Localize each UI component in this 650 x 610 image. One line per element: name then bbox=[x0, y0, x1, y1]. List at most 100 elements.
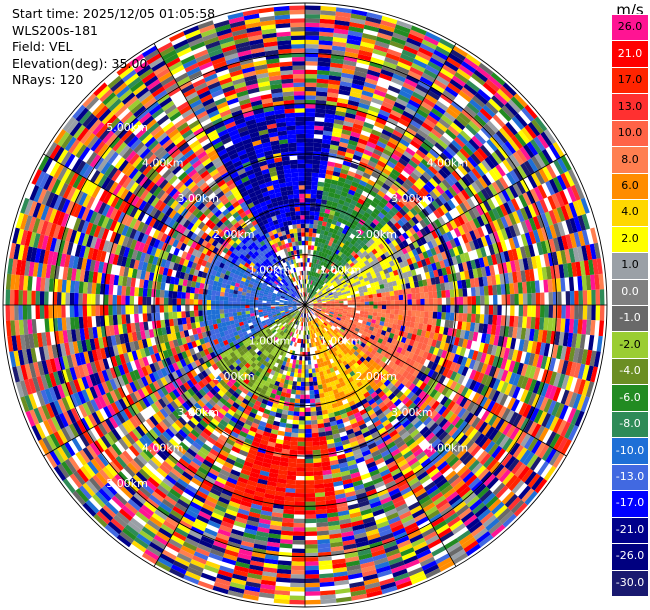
velocity-gate bbox=[285, 483, 296, 489]
velocity-gate bbox=[397, 319, 403, 326]
velocity-gate bbox=[305, 185, 312, 190]
velocity-gate bbox=[452, 45, 469, 58]
velocity-gate bbox=[342, 311, 348, 314]
velocity-gate bbox=[317, 289, 321, 294]
velocity-gate bbox=[289, 595, 305, 601]
velocity-gate bbox=[327, 291, 333, 295]
velocity-gate bbox=[392, 285, 398, 291]
velocity-gate bbox=[453, 194, 463, 205]
velocity-gate bbox=[541, 330, 548, 344]
velocity-gate bbox=[524, 219, 533, 233]
velocity-gate bbox=[335, 7, 352, 14]
velocity-gate bbox=[439, 38, 455, 50]
velocity-gate bbox=[332, 263, 338, 269]
velocity-gate bbox=[540, 383, 550, 397]
velocity-gate bbox=[316, 526, 329, 532]
velocity-gate bbox=[373, 301, 378, 305]
velocity-gate bbox=[348, 274, 354, 280]
velocity-gate bbox=[474, 322, 480, 333]
velocity-gate bbox=[470, 259, 477, 270]
velocity-gate bbox=[312, 445, 321, 451]
velocity-gate bbox=[571, 262, 578, 277]
velocity-gate bbox=[576, 199, 586, 216]
velocity-gate bbox=[318, 168, 327, 174]
velocity-gate bbox=[295, 484, 305, 489]
velocity-gate bbox=[412, 224, 420, 233]
velocity-gate bbox=[496, 229, 505, 242]
velocity-gate bbox=[313, 385, 319, 391]
velocity-gate bbox=[414, 54, 430, 65]
velocity-gate bbox=[314, 241, 319, 247]
velocity-gate bbox=[581, 229, 590, 246]
velocity-gate bbox=[467, 296, 472, 305]
velocity-gate bbox=[568, 169, 579, 185]
velocity-gate bbox=[299, 416, 305, 421]
velocity-gate bbox=[315, 263, 319, 269]
velocity-gate bbox=[415, 149, 427, 159]
velocity-gate bbox=[331, 175, 340, 181]
velocity-gate bbox=[305, 484, 315, 489]
velocity-gate bbox=[305, 582, 320, 588]
velocity-gate bbox=[305, 146, 314, 152]
velocity-gate bbox=[363, 259, 370, 266]
velocity-gate bbox=[436, 311, 442, 320]
velocity-gate bbox=[329, 66, 343, 73]
velocity-gate bbox=[317, 298, 322, 301]
velocity-gate bbox=[439, 67, 455, 79]
velocity-gate bbox=[480, 363, 489, 374]
velocity-gate bbox=[318, 173, 326, 179]
velocity-gate bbox=[365, 241, 372, 248]
velocity-gate bbox=[363, 81, 377, 90]
velocity-gate bbox=[338, 283, 344, 288]
velocity-gate bbox=[305, 411, 311, 417]
velocity-gate bbox=[396, 256, 403, 264]
velocity-gate bbox=[551, 251, 559, 266]
velocity-gate bbox=[292, 540, 305, 545]
velocity-gate bbox=[527, 293, 532, 305]
velocity-gate bbox=[346, 292, 351, 297]
velocity-gate bbox=[451, 344, 458, 354]
velocity-gate bbox=[561, 305, 566, 319]
velocity-gate bbox=[371, 273, 377, 279]
velocity-gate bbox=[536, 228, 545, 242]
velocity-gate bbox=[484, 234, 493, 246]
velocity-gate bbox=[414, 334, 421, 342]
velocity-gate bbox=[433, 49, 449, 61]
velocity-gate bbox=[338, 299, 344, 302]
velocity-gate bbox=[312, 372, 317, 378]
velocity-gate bbox=[305, 548, 318, 554]
velocity-gate bbox=[337, 256, 343, 262]
velocity-gate bbox=[343, 120, 354, 128]
velocity-gate bbox=[330, 62, 344, 69]
velocity-gate bbox=[554, 331, 561, 346]
velocity-gate bbox=[557, 359, 565, 374]
velocity-gate bbox=[353, 287, 359, 292]
velocity-gate bbox=[541, 148, 554, 164]
velocity-gate bbox=[412, 328, 418, 335]
velocity-gate bbox=[379, 186, 388, 195]
velocity-gate bbox=[419, 43, 436, 54]
velocity-gate bbox=[415, 246, 423, 255]
velocity-gate bbox=[329, 71, 342, 77]
velocity-gate bbox=[353, 150, 364, 158]
velocity-gate bbox=[397, 61, 412, 71]
velocity-gate bbox=[599, 305, 605, 321]
velocity-gate bbox=[346, 38, 361, 46]
velocity-gate bbox=[389, 313, 395, 320]
velocity-gate bbox=[465, 123, 478, 136]
velocity-gate bbox=[350, 13, 367, 21]
velocity-gate bbox=[296, 458, 305, 464]
velocity-gate bbox=[386, 160, 396, 169]
velocity-gate bbox=[465, 53, 481, 67]
velocity-gate bbox=[305, 441, 313, 447]
velocity-gate bbox=[575, 333, 582, 349]
velocity-gate bbox=[305, 446, 313, 451]
velocity-gate bbox=[316, 410, 323, 416]
velocity-gate bbox=[326, 92, 339, 98]
velocity-gate bbox=[347, 302, 353, 305]
velocity-gate bbox=[371, 152, 381, 161]
velocity-gate bbox=[339, 263, 345, 269]
velocity-gate bbox=[452, 353, 460, 364]
velocity-gate bbox=[460, 356, 468, 367]
velocity-gate bbox=[344, 285, 349, 290]
